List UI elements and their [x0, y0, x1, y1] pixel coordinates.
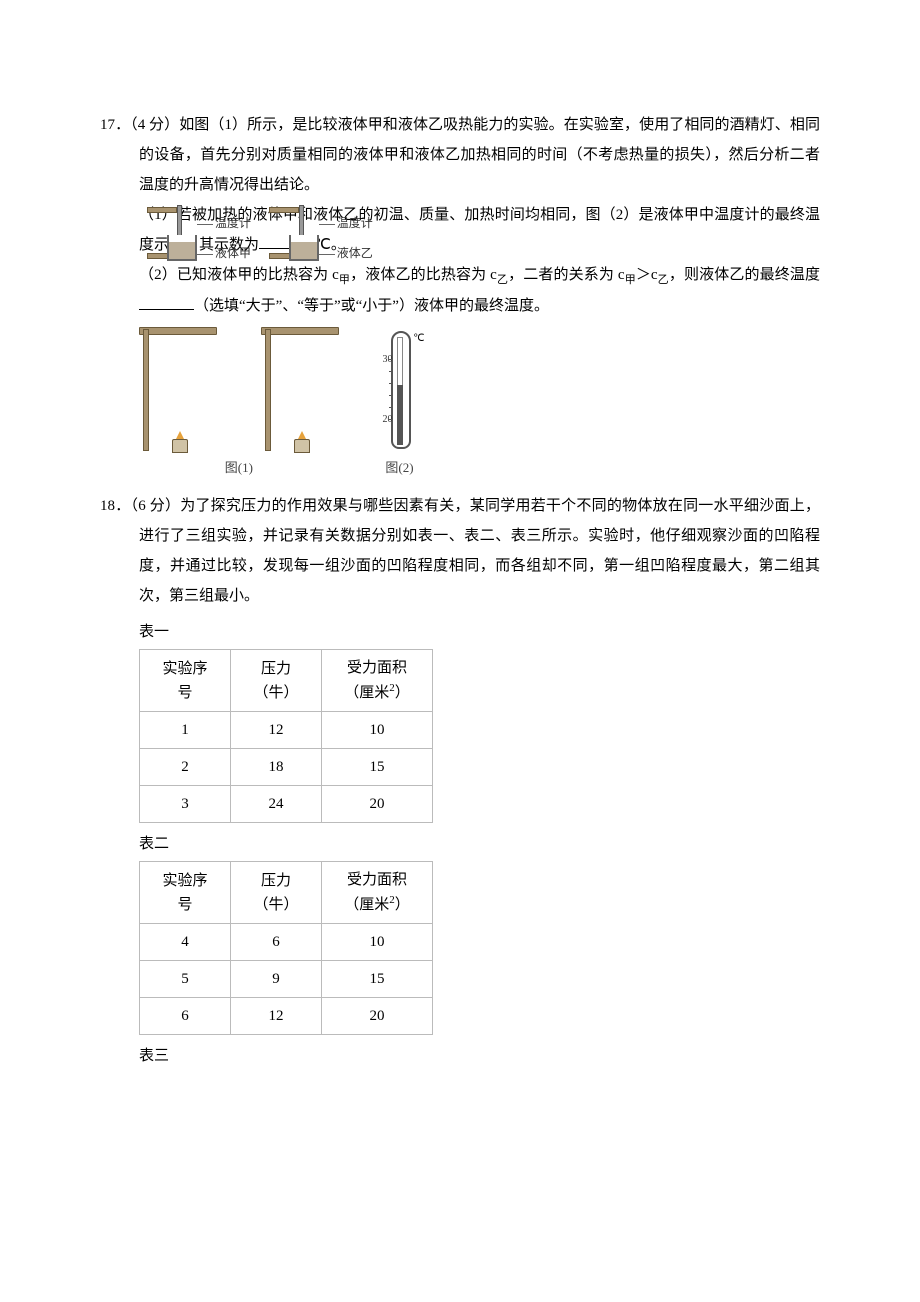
header-area: 受力面积（厘米2）	[322, 650, 433, 712]
cell-seq: 2	[140, 749, 231, 786]
table-3-label: 表三	[100, 1041, 820, 1071]
label-thermometer-b: 温度计	[319, 217, 373, 229]
cell-area: 15	[322, 961, 433, 998]
q17-number: 17．	[100, 117, 130, 133]
burner-icon	[291, 431, 313, 449]
q17-intro: 17．（4 分）如图（1）所示，是比较液体甲和液体乙吸热能力的实验。在实验室，使…	[100, 110, 820, 200]
label-liquid-a: 液体甲	[197, 247, 251, 259]
q17-sub2-c: ，二者的关系为 c	[508, 267, 624, 283]
table-row: 5915	[140, 961, 433, 998]
q18-points: （6 分）	[130, 498, 180, 514]
table-2: 实验序号 压力（牛） 受力面积（厘米2） 4610 5915 61220	[139, 861, 433, 1035]
q17-sub2-f: （选填“大于”、“等于”或“小于”）液体甲的最终温度。	[194, 298, 549, 314]
figure-1: 温度计 液体甲 温	[139, 327, 339, 477]
figure-1-caption: 图(1)	[139, 459, 339, 477]
thermometer-large: ℃ 30 20	[373, 327, 427, 457]
q18-intro-text: 为了探究压力的作用效果与哪些因素有关，某同学用若干个不同的物体放在同一水平细沙面…	[139, 498, 820, 604]
table-header-row: 实验序号 压力（牛） 受力面积（厘米2）	[140, 650, 433, 712]
q17-sub2-d: ＞c	[636, 267, 658, 283]
table-row: 4610	[140, 924, 433, 961]
header-force: 压力（牛）	[231, 650, 322, 712]
subscript-yi-1: 乙	[497, 274, 508, 286]
q17-figures: 温度计 液体甲 温	[100, 327, 820, 477]
figure-2: ℃ 30 20 图(2)	[373, 327, 427, 477]
q18-number: 18．	[100, 498, 130, 514]
subscript-yi-2: 乙	[658, 274, 669, 286]
table-row: 11210	[140, 712, 433, 749]
cell-area: 10	[322, 924, 433, 961]
beaker-icon	[289, 235, 319, 261]
table-row: 21815	[140, 749, 433, 786]
q17-intro-text: 如图（1）所示，是比较液体甲和液体乙吸热能力的实验。在实验室，使用了相同的酒精灯…	[139, 117, 820, 193]
thermometer-mark-20: 20	[383, 415, 393, 425]
q17-sub2: （2）已知液体甲的比热容为 c甲，液体乙的比热容为 c乙，二者的关系为 c甲＞c…	[100, 260, 820, 321]
header-seq: 实验序号	[140, 862, 231, 924]
header-force: 压力（牛）	[231, 862, 322, 924]
table-row: 32420	[140, 786, 433, 823]
cell-seq: 1	[140, 712, 231, 749]
subscript-jia-2: 甲	[625, 274, 636, 286]
table-1-label: 表一	[100, 617, 820, 647]
blank-compare[interactable]	[139, 294, 194, 310]
cell-seq: 4	[140, 924, 231, 961]
table-1: 实验序号 压力（牛） 受力面积（厘米2） 11210 21815 32420	[139, 649, 433, 823]
apparatus-jia: 温度计 液体甲	[139, 327, 217, 457]
header-seq: 实验序号	[140, 650, 231, 712]
apparatus-yi: 温度计 液体乙	[261, 327, 339, 457]
burner-icon	[169, 431, 191, 449]
label-liquid-b: 液体乙	[319, 247, 373, 259]
cell-force: 6	[231, 924, 322, 961]
q18-intro: 18．（6 分）为了探究压力的作用效果与哪些因素有关，某同学用若干个不同的物体放…	[100, 491, 820, 611]
q17-sub2-e: ，则液体乙的最终温度	[669, 267, 820, 283]
cell-area: 15	[322, 749, 433, 786]
thermometer-fill	[397, 385, 403, 445]
cell-force: 9	[231, 961, 322, 998]
cell-seq: 6	[140, 998, 231, 1035]
cell-force: 12	[231, 998, 322, 1035]
beaker-icon	[167, 235, 197, 261]
q17-points: （4 分）	[130, 117, 179, 133]
cell-force: 18	[231, 749, 322, 786]
thermometer-mark-30: 30	[383, 355, 393, 365]
exam-page: 17．（4 分）如图（1）所示，是比较液体甲和液体乙吸热能力的实验。在实验室，使…	[0, 0, 920, 1302]
label-thermometer-a: 温度计	[197, 217, 251, 229]
cell-area: 10	[322, 712, 433, 749]
cell-seq: 5	[140, 961, 231, 998]
cell-seq: 3	[140, 786, 231, 823]
subscript-jia-1: 甲	[339, 274, 350, 286]
table-header-row: 实验序号 压力（牛） 受力面积（厘米2）	[140, 862, 433, 924]
cell-force: 12	[231, 712, 322, 749]
figure-2-caption: 图(2)	[373, 459, 427, 477]
table-2-label: 表二	[100, 829, 820, 859]
cell-area: 20	[322, 786, 433, 823]
question-18: 18．（6 分）为了探究压力的作用效果与哪些因素有关，某同学用若干个不同的物体放…	[100, 491, 820, 1071]
cell-force: 24	[231, 786, 322, 823]
question-17: 17．（4 分）如图（1）所示，是比较液体甲和液体乙吸热能力的实验。在实验室，使…	[100, 110, 820, 477]
table-row: 61220	[140, 998, 433, 1035]
q17-sub2-b: ，液体乙的比热容为 c	[350, 267, 497, 283]
thermometer-unit: ℃	[413, 329, 424, 349]
q17-sub2-a: （2）已知液体甲的比热容为 c	[139, 267, 339, 283]
header-area: 受力面积（厘米2）	[322, 862, 433, 924]
cell-area: 20	[322, 998, 433, 1035]
